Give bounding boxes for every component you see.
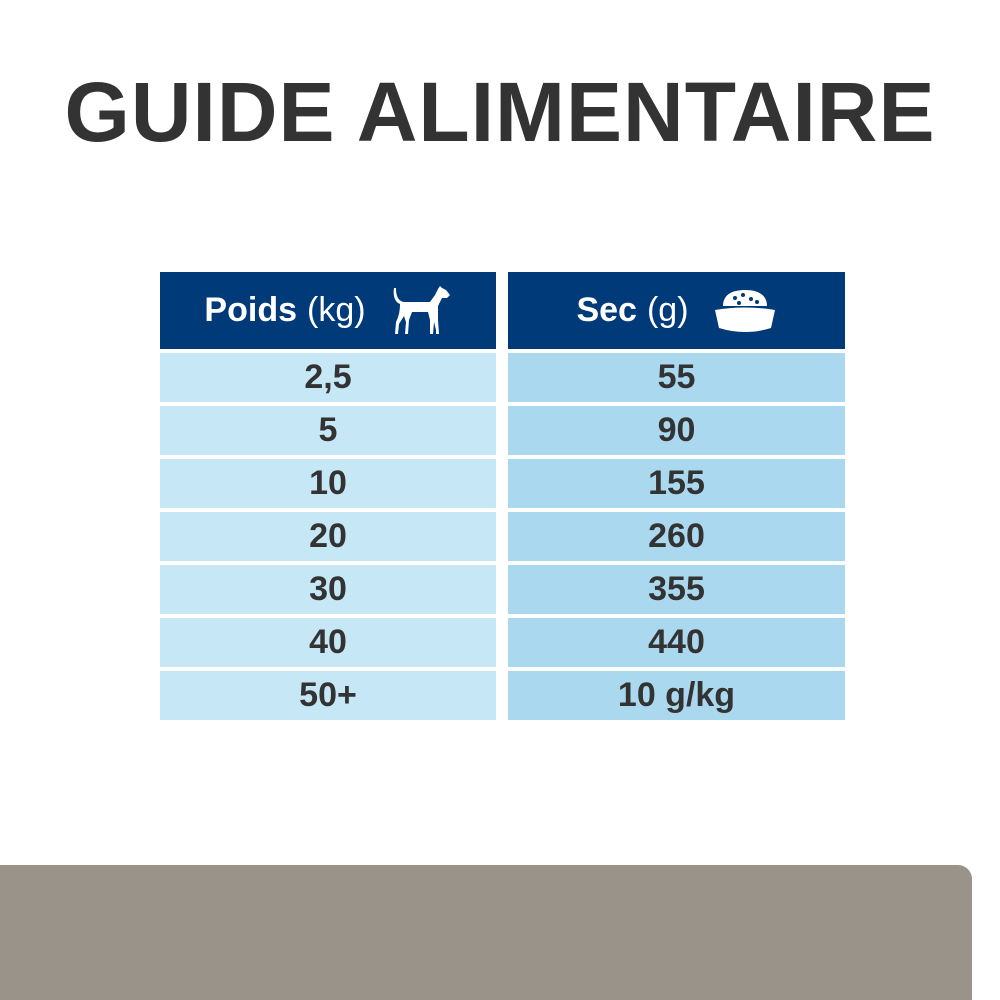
table-cell: 50+: [160, 671, 496, 720]
table-cell: 55: [508, 353, 845, 402]
dry-food-header-unit: (g): [646, 291, 689, 329]
table-cell: 10 g/kg: [508, 671, 845, 720]
weight-header-unit: (kg): [307, 291, 366, 329]
table-cell: 10: [160, 459, 496, 508]
page-title: GUIDE ALIMENTAIRE: [64, 65, 936, 159]
table-cell: 155: [508, 459, 845, 508]
weight-column: Poids (kg) 2,5 5 10 20 30 40 50+: [160, 272, 496, 720]
dog-icon: [393, 285, 450, 334]
weight-header-label: Poids: [204, 291, 297, 329]
table-cell: 355: [508, 565, 845, 614]
table-cell: 5: [160, 406, 496, 455]
table-cell: 20: [160, 512, 496, 561]
table-cell: 440: [508, 618, 845, 667]
table-cell: 40: [160, 618, 496, 667]
table-cell: 2,5: [160, 353, 496, 402]
table-cell: 260: [508, 512, 845, 561]
weight-header: Poids (kg): [160, 272, 496, 349]
table-cell: 30: [160, 565, 496, 614]
table-cell: 90: [508, 406, 845, 455]
dry-food-header-label: Sec: [576, 291, 637, 329]
dry-food-column: Sec (g) 55 90 155 260 355 440 10 g/kg: [508, 272, 845, 720]
dry-food-header: Sec (g): [508, 272, 845, 349]
footer-band: [0, 865, 972, 1000]
food-bowl-icon: [714, 289, 775, 332]
